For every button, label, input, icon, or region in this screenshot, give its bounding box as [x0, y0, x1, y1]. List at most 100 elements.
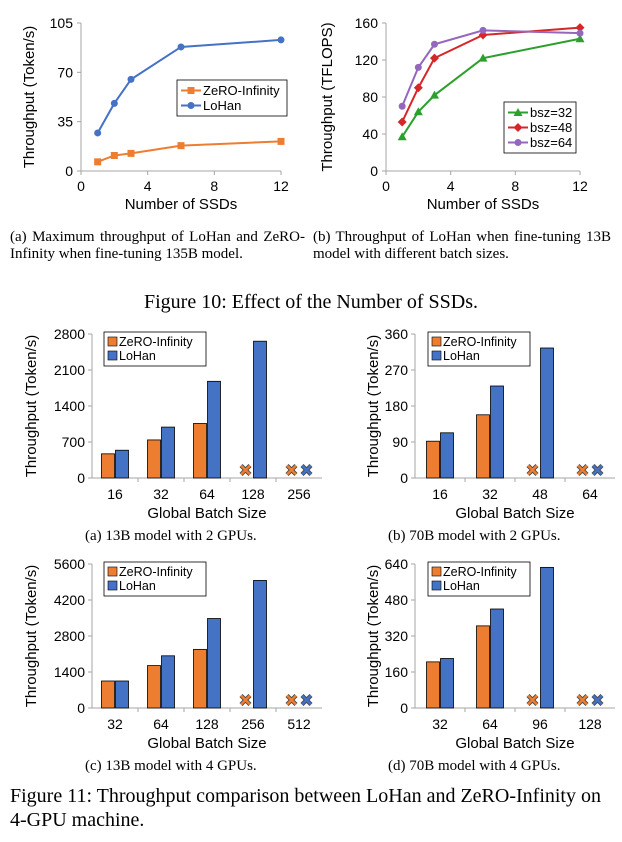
y-tick-label: 1400 [54, 398, 85, 414]
bar [101, 680, 115, 709]
y-axis-label: Throughput (TFLOPS) [319, 22, 336, 171]
x-axis-label: Number of SSDs [427, 196, 540, 213]
x-tick-label: 8 [210, 178, 218, 194]
x-axis-label: Global Batch Size [455, 735, 574, 752]
y-axis-label: Throughput (Token/s) [23, 335, 40, 478]
bar [147, 665, 161, 709]
series-bsz=32 [397, 34, 585, 141]
data-point [413, 83, 423, 93]
legend-label: bsz=64 [530, 135, 572, 150]
bar-chart-b-svg: 0 90 180 270 360 16 32 48 64 Global Batch Size Thr… [365, 326, 615, 522]
data-point [110, 151, 118, 159]
y-tick-label: 4200 [54, 592, 85, 608]
x-axis-label: Global Batch Size [147, 505, 266, 522]
series-line [97, 140, 282, 163]
x-tick-label: 4 [144, 178, 152, 194]
bar [115, 449, 129, 479]
data-point [575, 23, 585, 33]
legend-label: bsz=48 [530, 120, 572, 135]
legend-label: LoHan [119, 349, 156, 363]
series-LoHan [115, 580, 267, 709]
bar [193, 423, 207, 479]
legend-swatch-marker [514, 139, 522, 146]
y-tick-label: 80 [362, 89, 378, 105]
series-ZeRO-Infinity [101, 423, 207, 479]
figure-11-caption: Figure 11: Throughput comparison between… [10, 785, 601, 831]
series-ZeRO-Infinity [101, 648, 207, 709]
y-tick-label: 480 [385, 592, 409, 608]
series-LoHan [94, 36, 285, 137]
y-tick-label: 2100 [54, 362, 85, 378]
y-tick-label: 270 [385, 362, 409, 378]
series-bsz=64 [398, 26, 584, 110]
x-tick-label: 16 [432, 486, 448, 502]
bar [147, 439, 161, 479]
legend-swatch-marker [513, 123, 523, 132]
data-point [110, 99, 118, 107]
x-tick-label: 16 [107, 486, 123, 502]
y-tick-label: 320 [385, 628, 409, 644]
failed-run-marker [591, 464, 604, 476]
bar [193, 648, 207, 709]
legend-box [103, 561, 207, 597]
x-tick-label: 32 [432, 716, 448, 732]
x-tick-label: 96 [532, 716, 548, 732]
x-tick-label: 0 [77, 178, 85, 194]
series-ZeRO-Infinity [94, 137, 285, 166]
failed-run-marker [526, 694, 539, 706]
legend-swatch [431, 580, 442, 591]
legend-box [427, 561, 531, 597]
legend-label: LoHan [203, 98, 241, 113]
bar [115, 680, 129, 709]
legend-label: ZeRO-Infinity [119, 565, 193, 579]
y-tick-label: 180 [385, 398, 409, 414]
data-point [576, 29, 584, 37]
data-point [575, 34, 585, 43]
failed-run-marker [576, 694, 589, 706]
legend-label: LoHan [443, 579, 480, 593]
data-point [398, 102, 406, 110]
y-tick-label: 160 [385, 664, 409, 680]
figure-10-caption: Figure 10: Effect of the Number of SSDs. [143, 291, 479, 313]
line-chart-b: 0 40 80 120 160 0 4 8 12 Number of SSDs Throughput… [308, 8, 608, 220]
series-LoHan [440, 566, 554, 709]
y-tick-label: 2800 [54, 628, 85, 644]
y-axis-label: Throughput (Token/s) [23, 565, 40, 708]
line-chart-a: 0 35 70 105 0 4 8 12 Number of SSDs Throughput (T… [0, 8, 300, 220]
bar [253, 340, 267, 479]
bar [476, 625, 490, 709]
legend-label: ZeRO-Infinity [443, 335, 517, 349]
y-tick-label: 0 [77, 470, 85, 486]
x-tick-label: 64 [482, 716, 498, 732]
bar [426, 440, 440, 479]
data-point [177, 142, 185, 150]
data-point [94, 129, 102, 137]
legend-swatch [107, 350, 118, 361]
bar [161, 426, 175, 479]
x-tick-label: 12 [273, 178, 289, 194]
caption-10a: (a) Maximum throughput of LoHan and ZeRO… [10, 229, 305, 262]
data-point [430, 90, 439, 99]
bar [540, 566, 554, 709]
x-tick-label: 64 [199, 486, 215, 502]
legend-swatch-marker [513, 108, 523, 116]
x-tick-label: 512 [287, 716, 311, 732]
x-tick-label: 256 [287, 486, 311, 502]
data-point [177, 43, 185, 51]
bar [253, 580, 267, 709]
y-tick-label: 160 [355, 15, 379, 31]
y-tick-label: 105 [50, 15, 74, 31]
data-point [397, 117, 407, 127]
bar-chart-c-svg: 0 1400 2800 4200 5600 32 64 128 256 512 Global Bat… [23, 556, 322, 752]
data-point [94, 158, 102, 166]
y-axis-label: Throughput (Token/s) [365, 335, 382, 478]
failed-run-marker [591, 694, 604, 706]
x-tick-label: 128 [578, 716, 602, 732]
bar-chart-a: 0 700 1400 2100 2800 16 32 64 128 256 Global Batch… [0, 320, 322, 522]
